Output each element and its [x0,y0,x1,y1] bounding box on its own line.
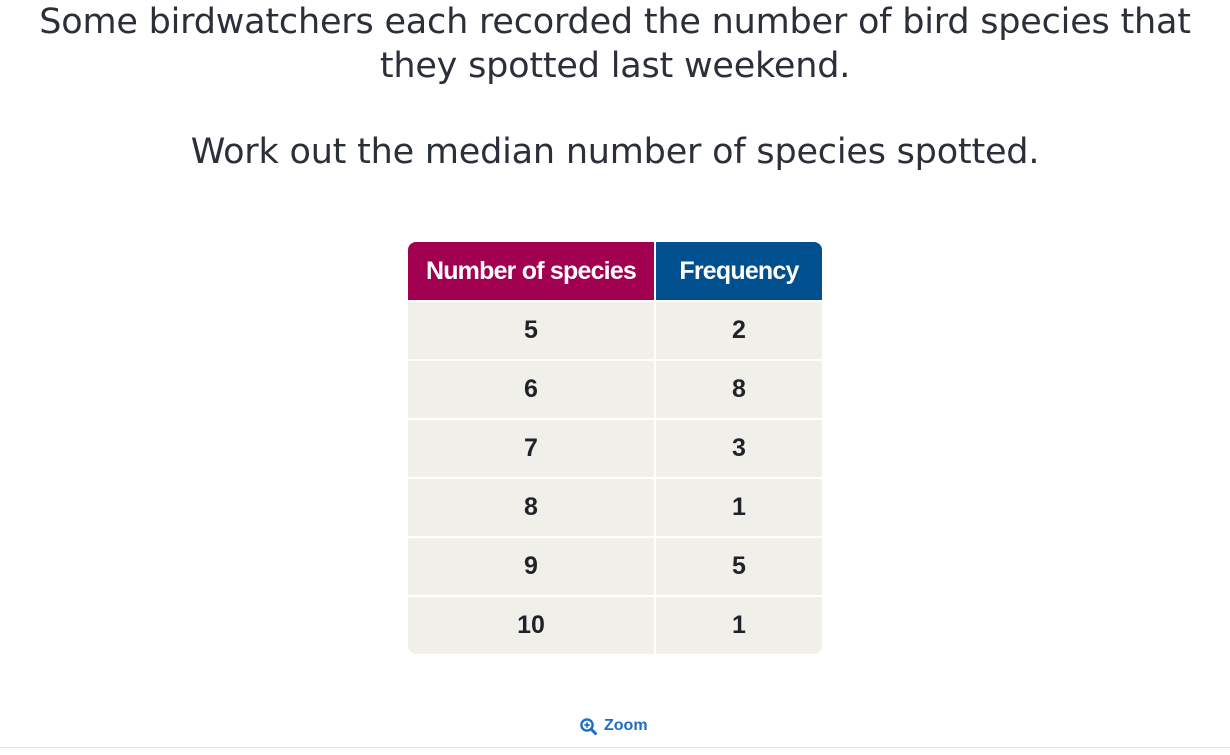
table-row: 5 2 [408,300,822,359]
cell-species: 6 [408,359,656,418]
cell-species: 5 [408,300,656,359]
question-line-2: they spotted last weekend. [379,46,851,86]
frequency-table: Number of species Frequency 5 2 6 8 7 3 … [408,242,822,654]
cell-frequency: 5 [656,536,822,595]
cell-species: 9 [408,536,656,595]
question-intro: Some birdwatchers each recorded the numb… [0,0,1230,88]
header-frequency: Frequency [656,242,822,300]
table-row: 7 3 [408,418,822,477]
table-row: 10 1 [408,595,822,654]
zoom-in-icon [580,717,597,735]
divider [0,747,1230,748]
table-row: 9 5 [408,536,822,595]
table-row: 8 1 [408,477,822,536]
question-task: Work out the median number of species sp… [190,132,1040,172]
cell-frequency: 3 [656,418,822,477]
cell-frequency: 1 [656,477,822,536]
question-line-1: Some birdwatchers each recorded the numb… [39,2,1191,42]
table-row: 6 8 [408,359,822,418]
cell-frequency: 8 [656,359,822,418]
header-number-of-species: Number of species [408,242,656,300]
table-header-row: Number of species Frequency [408,242,822,300]
cell-species: 7 [408,418,656,477]
zoom-label: Zoom [604,717,648,734]
cell-species: 10 [408,595,656,654]
cell-frequency: 1 [656,595,822,654]
zoom-button[interactable]: Zoom [580,715,648,737]
cell-species: 8 [408,477,656,536]
cell-frequency: 2 [656,300,822,359]
